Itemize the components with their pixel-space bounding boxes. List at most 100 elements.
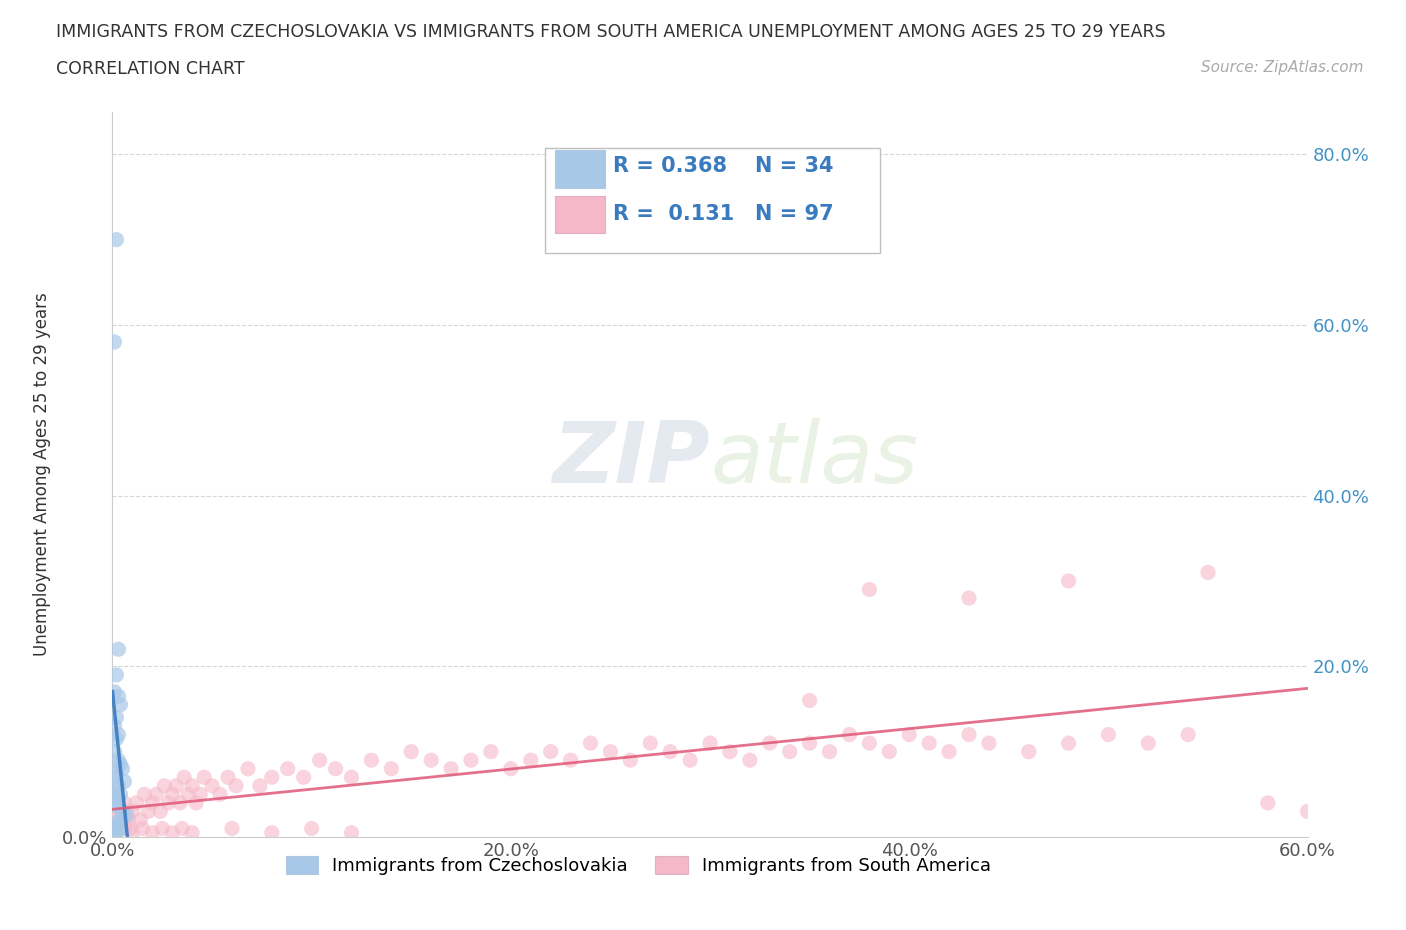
Point [125,795,148,810]
Point [201,778,224,793]
Point [799,736,821,751]
Point [249,778,271,793]
Point [114,795,135,810]
Point [107,778,129,793]
Point [103,719,125,734]
Point [105,817,128,831]
Point [114,821,135,836]
Point [977,736,1000,751]
Point [799,693,821,708]
Point [105,795,128,810]
Point [172,821,194,836]
Point [193,770,215,785]
Point [308,752,330,767]
Point [157,795,180,810]
Point [1296,804,1319,818]
Text: N = 97: N = 97 [755,204,834,224]
Point [221,821,243,836]
Point [117,813,139,828]
Point [420,752,443,767]
Point [153,778,176,793]
Point [115,808,138,823]
Text: IMMIGRANTS FROM CZECHOSLOVAKIA VS IMMIGRANTS FROM SOUTH AMERICA UNEMPLOYMENT AMO: IMMIGRANTS FROM CZECHOSLOVAKIA VS IMMIGR… [56,23,1166,41]
Point [111,804,134,818]
Point [260,770,283,785]
Point [599,744,621,759]
Point [918,736,941,751]
Point [131,821,153,836]
Point [107,752,129,767]
Point [110,804,132,818]
Text: Source: ZipAtlas.com: Source: ZipAtlas.com [1201,60,1364,75]
Point [134,787,156,802]
Point [110,821,132,836]
Point [1018,744,1040,759]
Point [173,770,195,785]
Point [105,813,128,828]
Point [107,689,129,704]
Point [360,752,382,767]
Point [659,744,682,759]
Point [301,821,323,836]
Point [103,821,125,836]
Point [107,800,129,815]
Point [107,727,129,742]
Point [120,821,142,836]
Point [103,791,125,806]
Point [105,232,128,247]
Point [1057,736,1080,751]
Point [1177,727,1199,742]
Point [114,774,135,789]
Point [401,744,423,759]
Point [138,804,160,818]
Point [150,821,173,836]
Point [186,795,208,810]
Point [121,804,143,818]
Point [105,765,128,780]
Text: atlas: atlas [710,418,918,501]
Point [217,770,239,785]
Point [129,813,152,828]
Point [499,762,522,777]
Point [111,762,134,777]
Point [115,804,138,818]
Point [260,825,283,840]
Point [858,736,880,751]
Point [1097,727,1119,742]
Point [579,736,602,751]
Point [1197,565,1219,580]
Point [103,335,125,350]
Point [165,778,187,793]
Text: R =  0.131: R = 0.131 [613,204,734,224]
Point [103,828,125,843]
Point [105,783,128,798]
Point [640,736,662,751]
Point [1257,795,1279,810]
Point [277,762,299,777]
Point [103,770,125,785]
Point [110,757,132,772]
Point [209,787,232,802]
Point [110,813,132,828]
Text: ZIP: ZIP [553,418,710,501]
Point [169,795,191,810]
Point [938,744,960,759]
Point [340,825,363,840]
Point [121,825,143,840]
Point [107,823,129,838]
Point [162,787,183,802]
Point [162,825,183,840]
Point [145,787,167,802]
Legend: Immigrants from Czechoslovakia, Immigrants from South America: Immigrants from Czechoslovakia, Immigran… [278,848,998,883]
Point [619,752,641,767]
Point [718,744,741,759]
Point [141,795,163,810]
Point [105,711,128,725]
Point [111,813,134,828]
Point [479,744,502,759]
Point [225,778,247,793]
Point [1137,736,1160,751]
FancyBboxPatch shape [546,148,880,253]
Point [1057,574,1080,589]
FancyBboxPatch shape [554,150,605,188]
